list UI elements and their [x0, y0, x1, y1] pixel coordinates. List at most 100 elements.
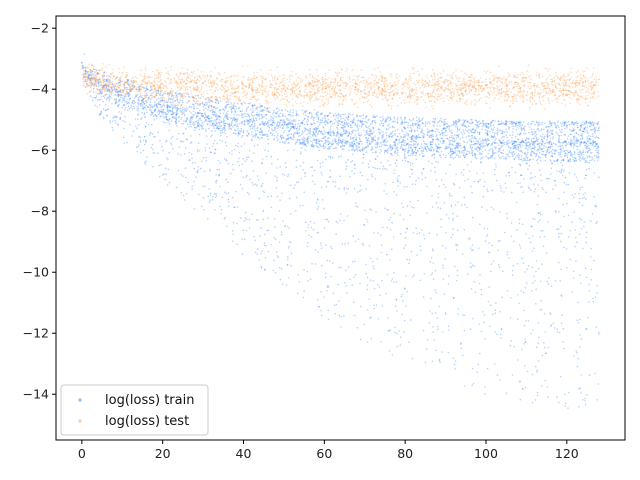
train-point [455, 143, 458, 145]
train-point [197, 104, 199, 106]
train-point [527, 141, 529, 143]
train-point [592, 123, 595, 126]
train-point [535, 133, 538, 136]
train-point [246, 134, 248, 137]
train-point [264, 149, 266, 151]
train-point [344, 125, 346, 128]
train-point [336, 131, 339, 134]
train-point [511, 123, 513, 125]
train-point [327, 133, 329, 135]
train-point [450, 143, 452, 146]
train-point [477, 139, 479, 142]
train-point [582, 153, 584, 155]
train-point [256, 253, 259, 255]
train-point [362, 156, 365, 159]
train-point [393, 116, 396, 118]
train-point [451, 148, 454, 150]
train-point [230, 123, 233, 125]
train-point [271, 117, 274, 119]
train-point [195, 115, 198, 117]
train-point [428, 160, 430, 162]
train-point [87, 72, 89, 75]
train-point [517, 182, 519, 185]
train-point [454, 368, 456, 370]
train-point [135, 95, 138, 98]
train-point [284, 225, 287, 228]
train-point [119, 91, 122, 93]
train-point [190, 135, 192, 137]
train-point [417, 150, 419, 152]
train-point [559, 121, 562, 124]
train-point [164, 121, 166, 124]
train-point [141, 103, 144, 106]
train-point [494, 173, 496, 176]
train-point [372, 280, 374, 282]
train-point [224, 105, 226, 108]
train-point [260, 137, 262, 139]
train-point [593, 196, 595, 198]
train-point [524, 386, 527, 389]
train-point [323, 147, 325, 150]
train-point [412, 162, 414, 165]
train-point [435, 292, 437, 294]
train-point [214, 130, 216, 132]
train-point [342, 113, 344, 116]
train-point [547, 283, 550, 286]
train-point [145, 141, 147, 144]
train-point [368, 244, 371, 247]
train-point [403, 118, 406, 121]
train-point [223, 125, 226, 127]
train-point [569, 143, 572, 146]
train-point [357, 128, 360, 130]
train-point [480, 330, 483, 333]
train-point [559, 130, 562, 133]
train-point [526, 370, 529, 373]
train-point [150, 109, 152, 111]
train-point [409, 140, 412, 143]
train-point [422, 329, 425, 332]
train-point [545, 191, 547, 194]
train-point [172, 116, 174, 118]
train-point [205, 135, 208, 137]
train-point [258, 106, 261, 109]
train-point [183, 132, 185, 134]
train-point [139, 139, 142, 142]
train-point [435, 160, 437, 163]
train-point [444, 131, 446, 134]
train-point [511, 374, 514, 376]
train-point [244, 238, 246, 240]
train-point [521, 186, 524, 188]
train-point [467, 178, 469, 180]
train-point [579, 150, 581, 152]
train-point [182, 112, 184, 114]
train-point [499, 148, 502, 150]
train-point [569, 151, 571, 153]
train-point [186, 107, 188, 110]
train-point [565, 149, 567, 152]
train-point [415, 136, 418, 138]
train-point [389, 329, 392, 331]
train-point [290, 252, 293, 254]
train-point [186, 138, 189, 141]
train-point [242, 157, 244, 160]
train-point [189, 142, 192, 144]
train-point [583, 144, 586, 147]
train-point [335, 147, 338, 149]
train-point [329, 129, 332, 131]
train-point [587, 151, 589, 154]
train-point [375, 211, 377, 213]
train-point [147, 97, 150, 99]
train-point [108, 89, 111, 91]
train-point [575, 132, 578, 135]
train-point [304, 143, 306, 146]
train-point [276, 134, 279, 137]
train-point [422, 140, 425, 142]
train-point [532, 120, 535, 123]
train-point [335, 141, 337, 143]
train-point [518, 154, 520, 157]
train-point [124, 93, 126, 95]
train-point [521, 388, 524, 390]
train-point [439, 125, 441, 127]
train-point [586, 231, 588, 234]
train-point [185, 192, 188, 195]
